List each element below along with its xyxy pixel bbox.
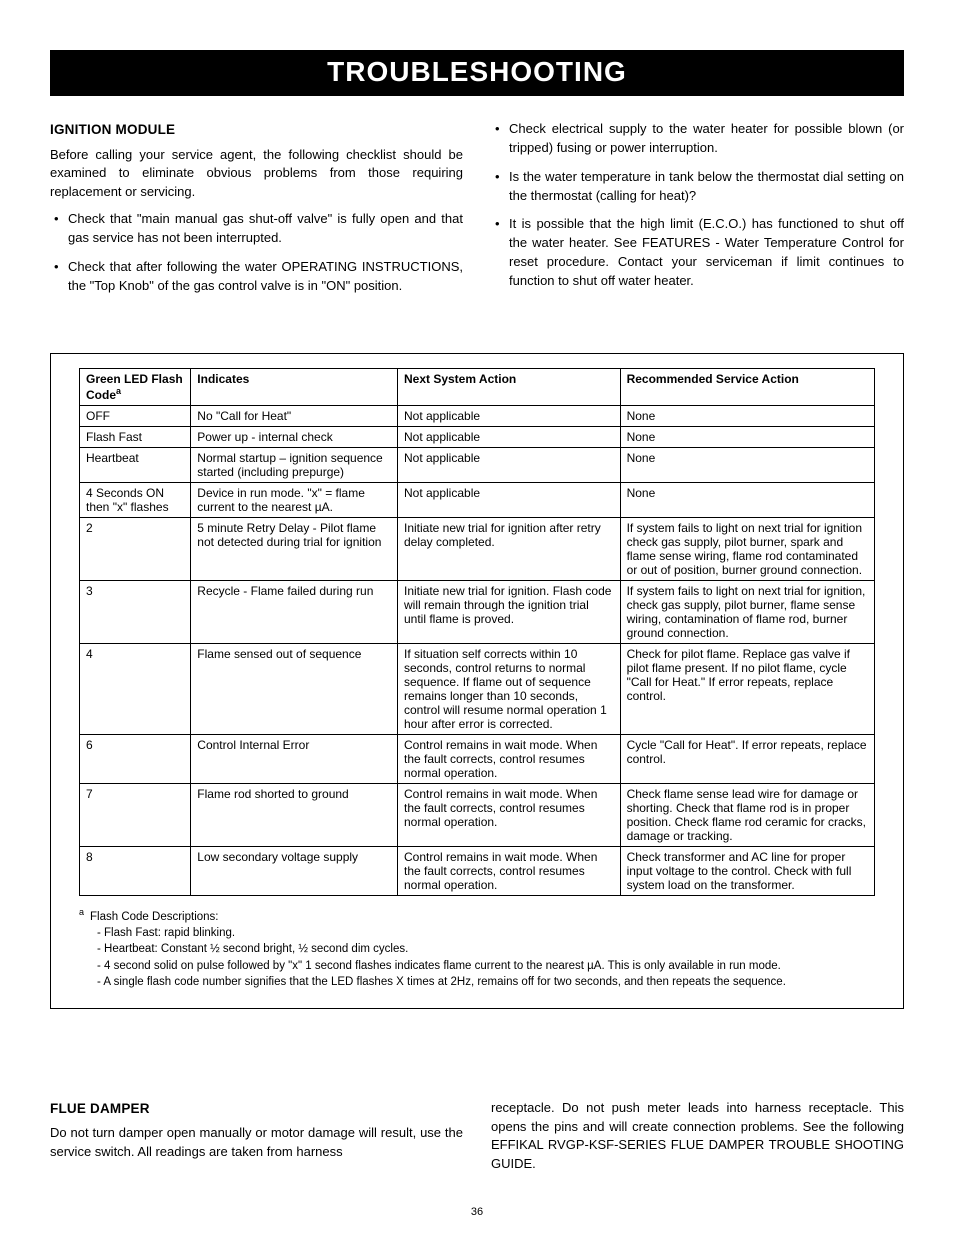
table-cell: 8 <box>80 847 191 896</box>
flue-left-text: Do not turn damper open manually or moto… <box>50 1124 463 1162</box>
table-cell: 7 <box>80 784 191 847</box>
ignition-title: IGNITION MODULE <box>50 120 463 140</box>
table-cell: OFF <box>80 406 191 427</box>
col-header-next-action: Next System Action <box>397 369 620 406</box>
table-row: OFFNo "Call for Heat"Not applicableNone <box>80 406 875 427</box>
table-cell: None <box>620 406 874 427</box>
table-cell: If system fails to light on next trial f… <box>620 581 874 644</box>
col-header-indicates: Indicates <box>191 369 398 406</box>
footnote-line: - A single flash code number signifies t… <box>79 974 875 990</box>
header-sup: a <box>116 386 121 396</box>
table-cell: Control remains in wait mode. When the f… <box>397 735 620 784</box>
table-cell: Initiate new trial for ignition after re… <box>397 518 620 581</box>
table-cell: Check for pilot flame. Replace gas valve… <box>620 644 874 735</box>
table-cell: Control Internal Error <box>191 735 398 784</box>
flue-section: FLUE DAMPER Do not turn damper open manu… <box>50 1099 904 1182</box>
table-cell: None <box>620 427 874 448</box>
footnote-title: Flash Code Descriptions: <box>90 911 218 923</box>
table-cell: None <box>620 483 874 518</box>
ignition-section: IGNITION MODULE Before calling your serv… <box>50 120 904 305</box>
table-cell: Check transformer and AC line for proper… <box>620 847 874 896</box>
table-cell: No "Call for Heat" <box>191 406 398 427</box>
table-row: 25 minute Retry Delay - Pilot flame not … <box>80 518 875 581</box>
table-cell: None <box>620 448 874 483</box>
table-row: 4 Seconds ON then "x" flashesDevice in r… <box>80 483 875 518</box>
table-cell: Power up - internal check <box>191 427 398 448</box>
bullet-item: Is the water temperature in tank below t… <box>509 168 904 206</box>
table-cell: Not applicable <box>397 448 620 483</box>
table-cell: Not applicable <box>397 427 620 448</box>
ignition-right-bullets: Check electrical supply to the water hea… <box>491 120 904 291</box>
flue-title: FLUE DAMPER <box>50 1099 463 1119</box>
table-cell: Device in run mode. "x" = flame current … <box>191 483 398 518</box>
table-cell: Control remains in wait mode. When the f… <box>397 784 620 847</box>
table-row: 7Flame rod shorted to groundControl rema… <box>80 784 875 847</box>
table-cell: If situation self corrects within 10 sec… <box>397 644 620 735</box>
footnote-line: - 4 second solid on pulse followed by "x… <box>79 958 875 974</box>
table-cell: 4 Seconds ON then "x" flashes <box>80 483 191 518</box>
table-row: Flash FastPower up - internal checkNot a… <box>80 427 875 448</box>
flash-code-table: Green LED Flash Codea Indicates Next Sys… <box>79 368 875 896</box>
table-cell: Cycle "Call for Heat". If error repeats,… <box>620 735 874 784</box>
table-cell: 5 minute Retry Delay - Pilot flame not d… <box>191 518 398 581</box>
col-header-flash-code: Green LED Flash Codea <box>80 369 191 406</box>
footnote-title-row: a Flash Code Descriptions: <box>79 906 875 925</box>
flash-code-table-wrap: Green LED Flash Codea Indicates Next Sys… <box>50 353 904 1008</box>
table-cell: 2 <box>80 518 191 581</box>
table-cell: If system fails to light on next trial f… <box>620 518 874 581</box>
footnote-line: - Flash Fast: rapid blinking. <box>79 925 875 941</box>
table-cell: Not applicable <box>397 483 620 518</box>
table-cell: Control remains in wait mode. When the f… <box>397 847 620 896</box>
col-header-recommended: Recommended Service Action <box>620 369 874 406</box>
table-cell: Check flame sense lead wire for damage o… <box>620 784 874 847</box>
table-cell: Flash Fast <box>80 427 191 448</box>
page-number: 36 <box>50 1206 904 1218</box>
table-cell: Initiate new trial for ignition. Flash c… <box>397 581 620 644</box>
table-cell: Flame sensed out of sequence <box>191 644 398 735</box>
table-cell: 4 <box>80 644 191 735</box>
table-cell: Heartbeat <box>80 448 191 483</box>
page: TROUBLESHOOTING IGNITION MODULE Before c… <box>0 0 954 1248</box>
flue-right-col: receptacle. Do not push meter leads into… <box>491 1099 904 1182</box>
flue-left-col: FLUE DAMPER Do not turn damper open manu… <box>50 1099 463 1182</box>
col-header-text: Green LED Flash Code <box>86 372 183 402</box>
bullet-item: Check that "main manual gas shut-off val… <box>68 210 463 248</box>
footnote-label: a <box>79 907 84 917</box>
ignition-right-col: Check electrical supply to the water hea… <box>491 120 904 305</box>
table-cell: 6 <box>80 735 191 784</box>
ignition-left-col: IGNITION MODULE Before calling your serv… <box>50 120 463 305</box>
ignition-left-bullets: Check that "main manual gas shut-off val… <box>50 210 463 295</box>
table-cell: Flame rod shorted to ground <box>191 784 398 847</box>
bullet-item: Check that after following the water OPE… <box>68 258 463 296</box>
banner-title: TROUBLESHOOTING <box>50 50 904 96</box>
table-cell: Low secondary voltage supply <box>191 847 398 896</box>
table-row: 4Flame sensed out of sequenceIf situatio… <box>80 644 875 735</box>
table-cell: Recycle - Flame failed during run <box>191 581 398 644</box>
footnote-line: - Heartbeat: Constant ½ second bright, ½… <box>79 941 875 957</box>
table-row: 8Low secondary voltage supplyControl rem… <box>80 847 875 896</box>
table-row: 3Recycle - Flame failed during runInitia… <box>80 581 875 644</box>
table-cell: Not applicable <box>397 406 620 427</box>
table-header-row: Green LED Flash Codea Indicates Next Sys… <box>80 369 875 406</box>
flue-right-text: receptacle. Do not push meter leads into… <box>491 1099 904 1174</box>
footnote-block: a Flash Code Descriptions: - Flash Fast: … <box>79 906 875 989</box>
table-row: 6Control Internal ErrorControl remains i… <box>80 735 875 784</box>
table-row: HeartbeatNormal startup – ignition seque… <box>80 448 875 483</box>
table-cell: 3 <box>80 581 191 644</box>
ignition-intro: Before calling your service agent, the f… <box>50 146 463 203</box>
bullet-item: Check electrical supply to the water hea… <box>509 120 904 158</box>
table-cell: Normal startup – ignition sequence start… <box>191 448 398 483</box>
bullet-item: It is possible that the high limit (E.C.… <box>509 215 904 290</box>
